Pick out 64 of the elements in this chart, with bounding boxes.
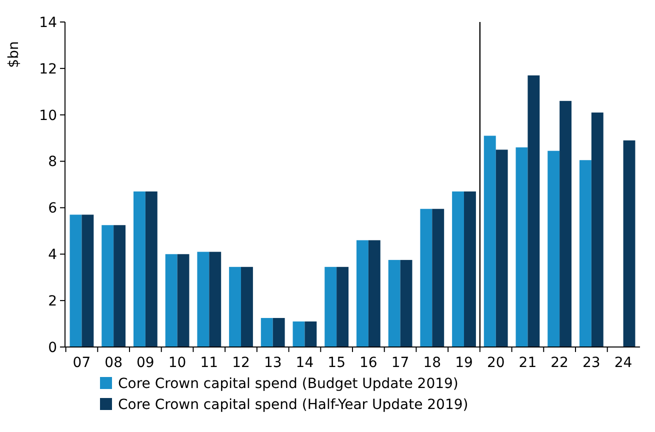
- y-axis-title: $bn: [6, 41, 22, 68]
- x-tick-label: 20: [486, 355, 505, 371]
- bar: [579, 160, 592, 347]
- x-tick-label: 15: [328, 355, 346, 371]
- bar: [229, 266, 242, 347]
- y-tick-label: 8: [48, 154, 57, 170]
- bar: [368, 240, 380, 347]
- x-tick-label: 11: [200, 355, 218, 371]
- bar: [623, 140, 636, 347]
- x-tick-label: 23: [582, 355, 600, 371]
- y-tick-label: 2: [48, 293, 57, 310]
- x-tick-label: 09: [136, 355, 154, 371]
- x-tick-label: 18: [423, 355, 442, 371]
- bar: [516, 147, 528, 347]
- x-tick-label: 17: [391, 355, 410, 371]
- bar: [133, 191, 146, 347]
- bar: [548, 150, 560, 347]
- bar: [241, 266, 253, 347]
- y-tick-label: 0: [48, 340, 57, 356]
- bar: [82, 214, 94, 347]
- bar: [260, 318, 273, 347]
- bar: [324, 266, 337, 347]
- x-tick-label: 08: [104, 355, 122, 371]
- bar: [209, 252, 222, 347]
- bar: [496, 150, 508, 347]
- y-tick-label: 14: [39, 14, 58, 31]
- bar: [420, 208, 432, 347]
- bar: [400, 260, 412, 347]
- x-tick-label: 24: [614, 355, 632, 371]
- bar: [197, 252, 210, 347]
- bar: [177, 254, 190, 347]
- bar: [102, 225, 114, 347]
- legend-label: Core Crown capital spend (Half-Year Update 2019): [118, 396, 468, 413]
- x-tick-label: 14: [296, 355, 314, 371]
- x-tick-label: 10: [168, 355, 186, 371]
- bar: [336, 266, 349, 347]
- x-tick-label: 13: [264, 355, 282, 371]
- bar: [272, 318, 285, 347]
- y-tick-label: 6: [48, 200, 58, 217]
- bar: [165, 254, 178, 347]
- bar: [560, 100, 572, 347]
- y-tick-label: 10: [39, 108, 57, 124]
- bar: [356, 240, 368, 347]
- y-tick-label: 4: [48, 247, 58, 264]
- bar: [432, 208, 444, 347]
- bar: [464, 191, 476, 347]
- x-tick-label: 12: [232, 355, 250, 371]
- x-tick-label: 16: [360, 355, 378, 371]
- bar: [528, 75, 540, 347]
- x-tick-label: 07: [72, 355, 91, 371]
- bar: [591, 112, 604, 347]
- y-tick-label: 12: [39, 61, 57, 78]
- legend-label: Core Crown capital spend (Budget Update 2019): [118, 376, 458, 392]
- x-tick-label: 19: [455, 355, 473, 371]
- bar: [452, 191, 464, 347]
- bar: [70, 214, 82, 347]
- bar: [388, 260, 400, 347]
- bar: [484, 136, 496, 347]
- bar: [292, 321, 305, 347]
- bar: [304, 321, 317, 347]
- x-tick-label: 21: [518, 355, 537, 371]
- bar: [114, 225, 126, 347]
- x-tick-label: 22: [550, 355, 568, 371]
- bar: [145, 191, 158, 347]
